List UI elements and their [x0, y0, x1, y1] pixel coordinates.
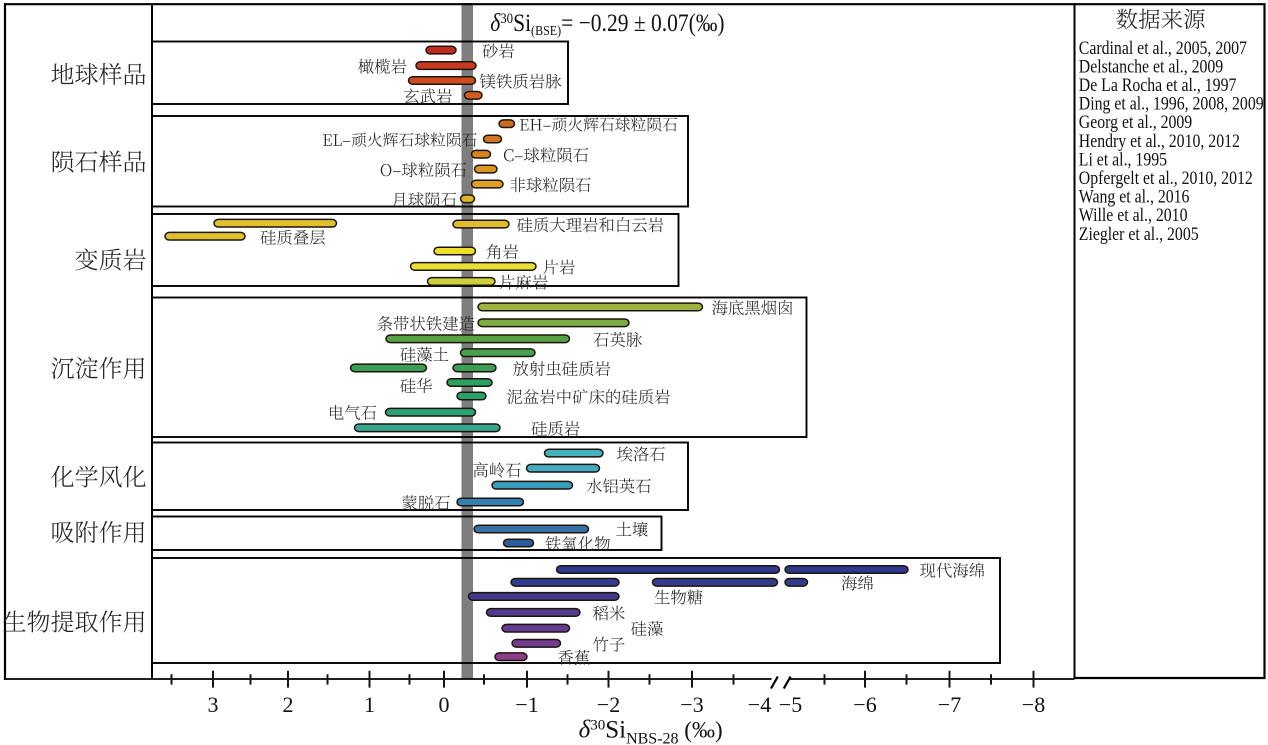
svg-text:δ30SiNBS-28 (‰): δ30SiNBS-28 (‰)	[579, 717, 723, 745]
svg-text:Ziegler et al., 2005: Ziegler et al., 2005	[1079, 222, 1199, 244]
svg-text:δ30Si(BSE)= −0.29 ± 0.07(‰): δ30Si(BSE)= −0.29 ± 0.07(‰)	[490, 9, 724, 38]
svg-text:−2: −2	[597, 692, 620, 717]
svg-text:De La Rocha et al., 1997: De La Rocha et al., 1997	[1079, 74, 1237, 96]
svg-text:Wang et al., 2016: Wang et al., 2016	[1079, 185, 1190, 207]
svg-text:0: 0	[439, 692, 450, 717]
svg-text:Cardinal et al., 2005, 2007: Cardinal et al., 2005, 2007	[1079, 36, 1247, 58]
svg-text:−3: −3	[680, 692, 703, 717]
svg-text:−5: −5	[779, 692, 802, 717]
svg-text:−8: −8	[1022, 692, 1045, 717]
svg-text:−1: −1	[515, 692, 538, 717]
svg-text:Georg et al., 2009: Georg et al., 2009	[1079, 111, 1193, 133]
svg-text:−4: −4	[748, 692, 771, 717]
svg-text:1: 1	[364, 692, 375, 717]
svg-text:Hendry et al., 2010, 2012: Hendry et al., 2010, 2012	[1079, 129, 1240, 151]
svg-text:Delstanche et al., 2009: Delstanche et al., 2009	[1079, 55, 1224, 77]
svg-text:Opfergelt et al., 2010, 2012: Opfergelt et al., 2010, 2012	[1079, 167, 1253, 189]
svg-text:Ding et al., 1996, 2008, 2009: Ding et al., 1996, 2008, 2009	[1079, 92, 1264, 114]
svg-text:−7: −7	[938, 692, 961, 717]
svg-text:2: 2	[283, 692, 294, 717]
svg-text:−6: −6	[853, 692, 876, 717]
svg-text:3: 3	[208, 692, 219, 717]
svg-text:Wille et al., 2010: Wille et al., 2010	[1079, 204, 1188, 226]
svg-text:Li et al., 1995: Li et al., 1995	[1079, 148, 1167, 170]
